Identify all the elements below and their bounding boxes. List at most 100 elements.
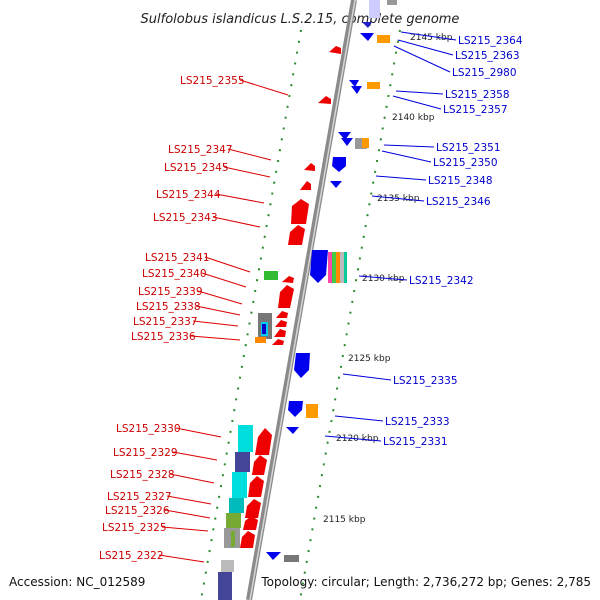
leader-line — [371, 195, 425, 202]
gene-label: LS215_2326 — [105, 505, 170, 517]
backbone-line — [246, 0, 357, 600]
scale-label: 2115 kbp — [323, 515, 366, 525]
gene-feature — [226, 513, 241, 528]
gene-feature — [235, 452, 250, 472]
leader-line — [239, 79, 289, 96]
gene-label: LS215_2322 — [99, 550, 164, 562]
gene-feature — [286, 427, 299, 434]
gene-feature — [288, 225, 305, 245]
gene-feature — [328, 252, 332, 283]
leader-line — [227, 148, 272, 161]
gene-label: LS215_2327 — [107, 491, 172, 503]
gene-feature — [272, 339, 284, 345]
leader-line — [192, 320, 239, 327]
gene-feature — [248, 476, 264, 497]
gene-feature — [274, 329, 286, 337]
gene-feature — [262, 324, 266, 334]
gene-feature — [338, 132, 351, 140]
gene-label: LS215_2341 — [145, 252, 210, 264]
leader-line — [158, 554, 205, 563]
gene-label: LS215_2980 — [452, 67, 517, 79]
gene-feature — [278, 285, 294, 308]
right-gene-labels: LS215_2364 LS215_2363 LS215_2980 LS215_2… — [383, 35, 523, 448]
gene-feature — [304, 163, 315, 171]
leader-line — [169, 473, 215, 484]
gene-label: LS215_2329 — [113, 447, 178, 459]
leader-line — [375, 175, 427, 181]
gene-label: LS215_2357 — [443, 104, 508, 116]
scale-label: 2145 kbp — [410, 33, 453, 43]
gene-label: LS215_2328 — [110, 469, 175, 481]
gene-label: LS215_2331 — [383, 436, 448, 448]
backbone-highlight — [249, 0, 356, 600]
gene-feature — [232, 472, 247, 498]
leader-line — [175, 427, 222, 438]
leader-line — [381, 150, 432, 163]
gene-label: LS215_2337 — [133, 316, 198, 328]
gene-label: LS215_2333 — [385, 416, 450, 428]
gene-feature — [291, 199, 309, 224]
leader-line — [400, 31, 457, 41]
gene-label: LS215_2358 — [445, 89, 510, 101]
gene-feature — [306, 404, 318, 418]
leader-line — [190, 335, 241, 341]
gene-feature — [294, 353, 310, 378]
leader-line — [215, 193, 265, 204]
leader-line — [393, 45, 451, 73]
leader-line — [395, 90, 444, 95]
leader-line — [195, 305, 241, 316]
scale-label: 2130 kbp — [362, 274, 405, 284]
gene-feature — [275, 320, 287, 327]
gene-feature — [318, 96, 331, 104]
gene-label: LS215_2344 — [156, 189, 221, 201]
gene-feature — [252, 455, 267, 475]
leader-line — [204, 256, 251, 273]
gene-feature — [362, 138, 369, 148]
gene-label: LS215_2345 — [164, 162, 229, 174]
gene-feature — [360, 33, 374, 41]
gene-feature — [349, 80, 359, 87]
leader-line — [334, 415, 384, 422]
gene-feature — [341, 138, 353, 146]
genome-backbone — [246, 0, 357, 600]
gene-label: LS215_2338 — [136, 301, 201, 313]
gene-label: LS215_2340 — [142, 268, 207, 280]
gene-feature — [282, 276, 294, 283]
gene-label: LS215_2346 — [426, 196, 491, 208]
gene-feature — [229, 498, 244, 513]
gene-feature — [355, 138, 367, 149]
gene-feature — [284, 555, 299, 562]
left-leader-lines — [158, 79, 289, 563]
gene-feature — [330, 181, 342, 188]
gene-feature — [367, 82, 380, 89]
gene-feature — [288, 401, 303, 417]
gene-feature — [238, 425, 253, 452]
gene-feature — [255, 428, 272, 455]
gene-feature — [231, 531, 235, 547]
genome-title: Sulfolobus islandicus L.S.2.15, complete… — [141, 12, 460, 27]
gene-label: LS215_2335 — [393, 375, 458, 387]
leader-line — [201, 272, 247, 288]
gene-label: LS215_2347 — [168, 144, 233, 156]
gene-feature — [255, 337, 266, 343]
gene-feature — [387, 0, 397, 5]
leader-line — [166, 495, 212, 505]
gene-label: LS215_2348 — [428, 175, 493, 187]
gene-feature — [310, 250, 328, 283]
gene-label: LS215_2363 — [455, 50, 520, 62]
gene-label: LS215_2343 — [153, 212, 218, 224]
gene-label: LS215_2336 — [131, 331, 196, 343]
gene-label: LS215_2342 — [409, 275, 474, 287]
leader-line — [172, 451, 218, 461]
gene-label: LS215_2364 — [458, 35, 523, 47]
gene-feature — [264, 271, 278, 280]
leader-line — [358, 275, 408, 281]
gene-feature — [276, 311, 288, 318]
gene-feature — [329, 46, 341, 54]
reverse-strand-features — [218, 46, 341, 600]
leader-line — [392, 95, 442, 110]
gene-feature — [218, 572, 232, 600]
scale-label: 2140 kbp — [392, 113, 435, 123]
gene-label: LS215_2350 — [433, 157, 498, 169]
